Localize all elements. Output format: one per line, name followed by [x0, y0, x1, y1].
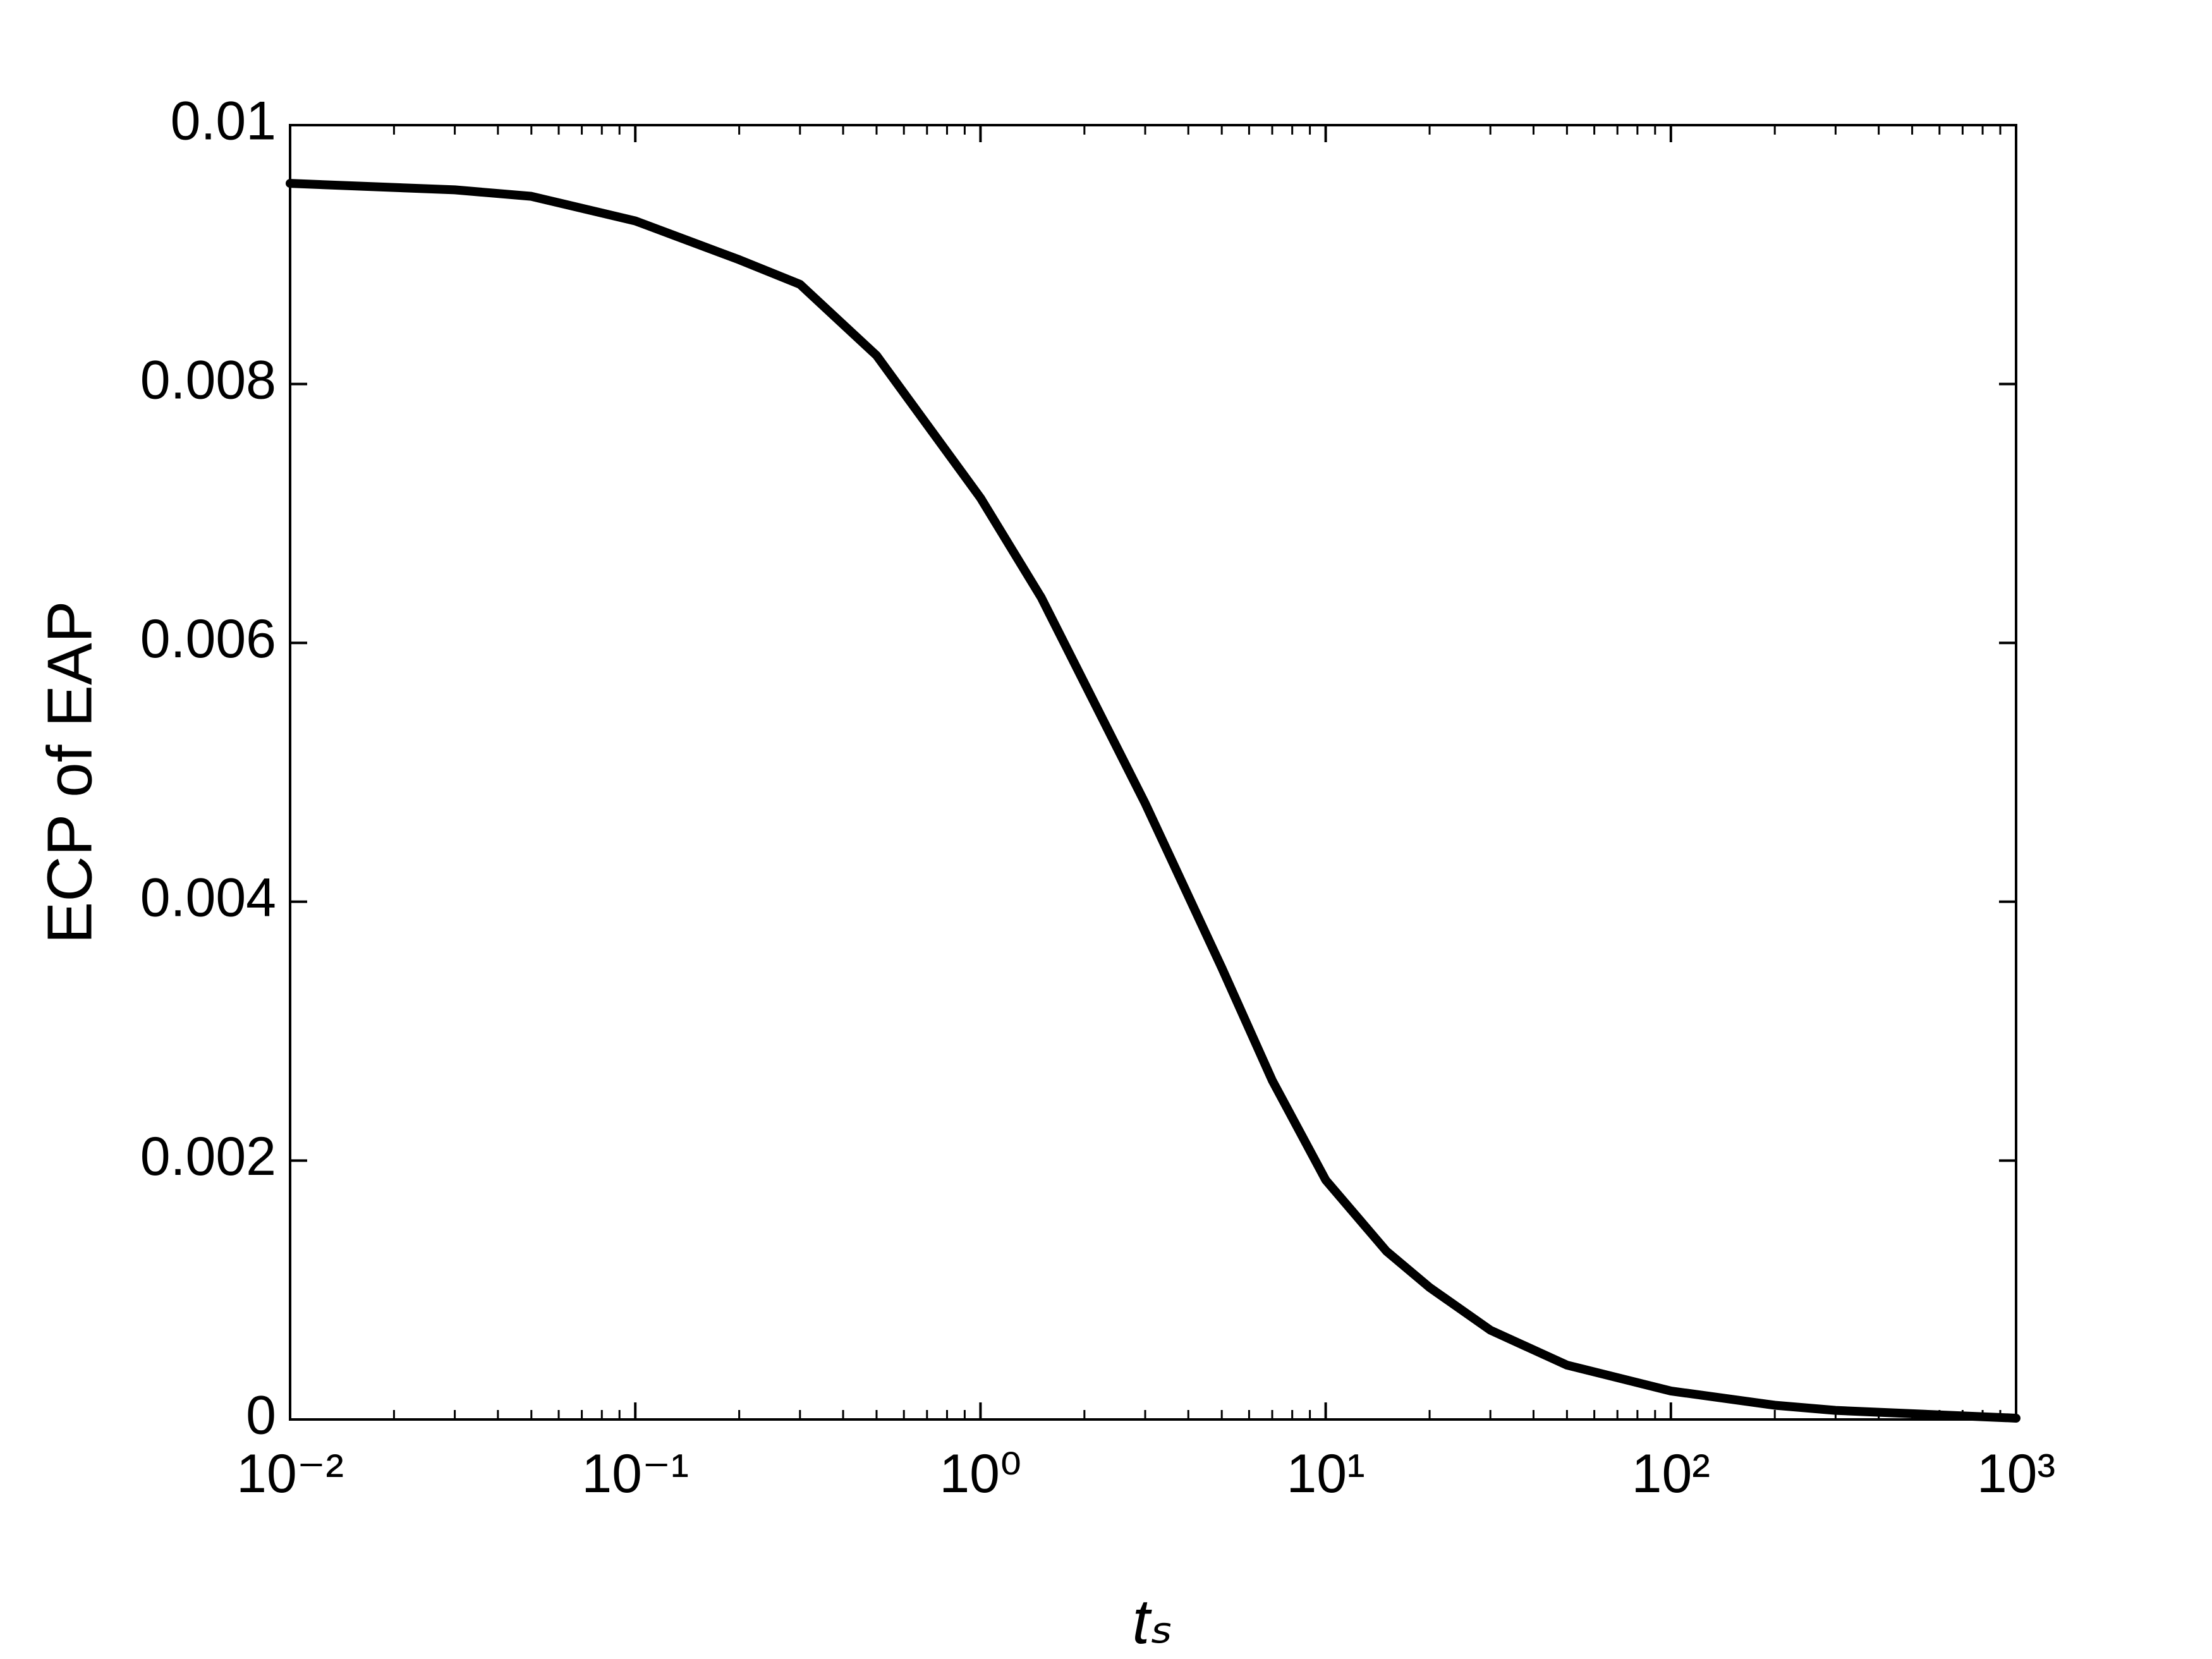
data-line [286, 179, 2021, 1423]
y-tick-label: 0.004 [140, 868, 276, 928]
y-tick-label: 0.008 [140, 349, 276, 410]
y-tick-label: 0.01 [171, 91, 276, 152]
x-tick-label: 10² [1632, 1443, 1710, 1504]
y-axis-label: ECP of EAP [34, 601, 105, 944]
x-tick-label: 10⁻² [236, 1443, 344, 1504]
plot-frame [289, 124, 2017, 1421]
y-tick-label: 0.006 [140, 609, 276, 669]
x-tick-label: 10⁰ [939, 1443, 1021, 1504]
x-tick-label: 10¹ [1286, 1443, 1364, 1504]
x-tick-label: 10⁻¹ [581, 1443, 689, 1504]
x-tick-label: 10³ [1977, 1443, 2055, 1504]
y-tick-label: 0.002 [140, 1126, 276, 1187]
y-tick-label: 0 [246, 1385, 276, 1446]
x-axis-label: tₛ [1132, 1586, 1173, 1657]
